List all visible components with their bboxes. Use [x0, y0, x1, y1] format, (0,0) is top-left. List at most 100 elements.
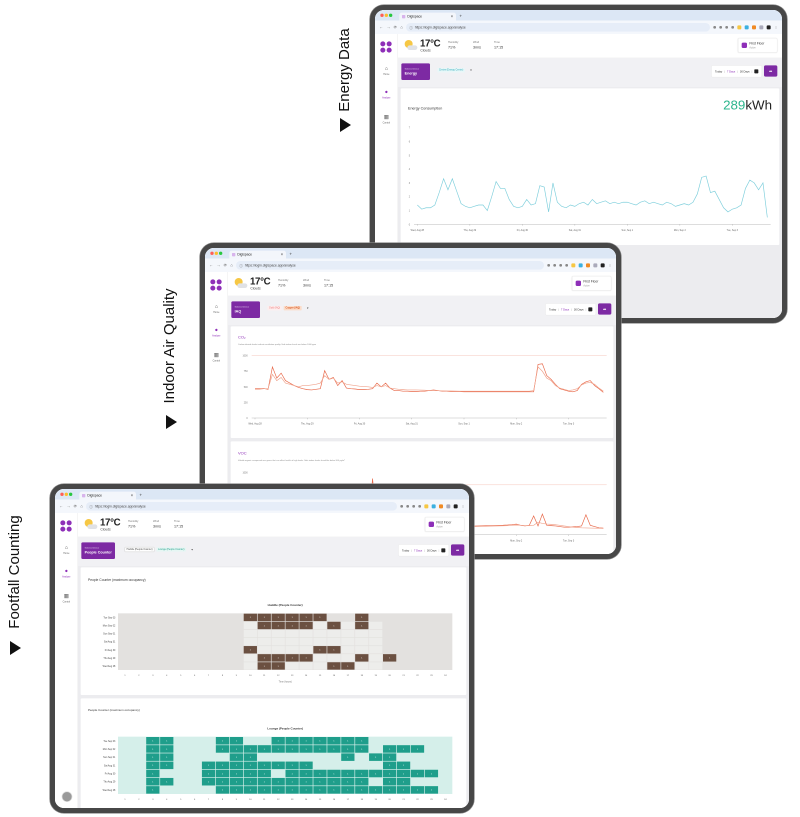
maximize-window-button[interactable] — [68, 492, 73, 496]
browser-tab[interactable]: Digispace ✕ — [399, 12, 456, 21]
floor-selector[interactable]: First Floor Active — [737, 37, 778, 53]
device-chip[interactable]: Lounge (People Counter) — [156, 547, 187, 552]
calendar-icon[interactable] — [588, 307, 593, 312]
extension-icon[interactable] — [431, 504, 436, 509]
site-info-icon[interactable]: ⓘ — [89, 505, 93, 509]
sidebar-item-home[interactable]: ⌂ Home — [55, 545, 78, 555]
back-icon[interactable]: ← — [378, 24, 383, 30]
extension-icon[interactable] — [737, 25, 742, 30]
home-icon[interactable]: ⌂ — [80, 503, 83, 509]
floor-selector[interactable]: First Floor Active — [571, 275, 612, 291]
reload-icon[interactable]: ⟳ — [73, 503, 78, 509]
floor-selector[interactable]: First Floor Active — [424, 516, 465, 532]
extension-icon[interactable] — [446, 504, 451, 509]
extension-icon[interactable] — [593, 263, 598, 268]
maximize-window-button[interactable] — [388, 13, 393, 17]
forward-icon[interactable]: → — [216, 262, 221, 268]
url-input[interactable]: ⓘ https://login.digispace.app/analyse — [86, 501, 397, 511]
translate-icon[interactable] — [713, 25, 716, 29]
device-chip[interactable]: Centre (Energy Centre) — [437, 67, 465, 73]
maximize-window-button[interactable] — [218, 251, 223, 255]
menu-icon[interactable]: ⋮ — [607, 262, 612, 268]
export-button[interactable]: ➦ — [450, 544, 465, 556]
sidebar-item-home[interactable]: ⌂ Home — [375, 66, 398, 76]
close-window-button[interactable] — [60, 492, 64, 496]
extension-icon[interactable] — [585, 263, 590, 268]
share-icon[interactable] — [553, 263, 556, 267]
range-7-days[interactable]: 7 Days — [560, 307, 570, 311]
sidebar-item-control[interactable]: ▦ Control — [375, 113, 398, 124]
translate-icon[interactable] — [400, 504, 403, 508]
device-chip[interactable]: Huddle (People Counter) — [124, 546, 155, 552]
back-icon[interactable]: ← — [58, 503, 63, 509]
minimize-window-button[interactable] — [214, 251, 218, 255]
calendar-icon[interactable] — [441, 548, 446, 553]
close-tab-icon[interactable]: ✕ — [130, 493, 134, 498]
range-7-days[interactable]: 7 Days — [726, 69, 736, 73]
profile-icon[interactable] — [600, 263, 605, 268]
sidebar-item-control[interactable]: ▦ Control — [205, 351, 228, 362]
range-30-days[interactable]: 30 Days — [573, 307, 584, 311]
share-icon[interactable] — [406, 504, 409, 508]
new-tab-icon[interactable]: + — [459, 13, 463, 19]
browser-tab[interactable]: Digispace ✕ — [229, 250, 286, 259]
reload-icon[interactable]: ⟳ — [393, 24, 398, 30]
new-tab-icon[interactable]: + — [289, 251, 293, 257]
sidebar-item-analyse[interactable]: ● Analyse — [375, 89, 398, 99]
range-7-days[interactable]: 7 Days — [413, 548, 423, 552]
chevron-down-icon[interactable]: ▾ — [191, 547, 193, 551]
export-button[interactable]: ➦ — [763, 65, 778, 77]
device-chip[interactable]: Copper (IAQ) — [283, 305, 302, 311]
menu-icon[interactable]: ⋮ — [460, 503, 465, 509]
profile-icon[interactable] — [453, 504, 458, 509]
minimize-window-button[interactable] — [64, 492, 68, 496]
share-icon[interactable] — [719, 25, 722, 29]
selected-device-card[interactable]: Selected Device Energy — [401, 63, 430, 80]
range-today[interactable]: Today — [402, 548, 410, 552]
sidebar-item-analyse[interactable]: ● Analyse — [205, 327, 228, 337]
extension-icon[interactable] — [744, 25, 749, 30]
user-avatar[interactable] — [61, 791, 73, 802]
url-input[interactable]: ⓘ https://login.digispace.app/analyse — [236, 260, 544, 270]
menu-icon[interactable]: ⋮ — [773, 24, 778, 30]
bookmark-icon[interactable] — [731, 25, 734, 29]
range-today[interactable]: Today — [715, 69, 723, 73]
range-30-days[interactable]: 30 Days — [739, 69, 750, 73]
sidebar-item-home[interactable]: ⌂ Home — [205, 304, 228, 314]
new-tab-icon[interactable]: + — [139, 492, 143, 498]
site-info-icon[interactable]: ⓘ — [409, 26, 413, 30]
back-icon[interactable]: ← — [208, 262, 213, 268]
bookmark-icon[interactable] — [418, 504, 421, 508]
profile-icon[interactable] — [766, 25, 771, 30]
translate-icon[interactable] — [547, 263, 550, 267]
minimize-window-button[interactable] — [384, 13, 388, 17]
chevron-down-icon[interactable]: ▾ — [307, 306, 309, 310]
close-tab-icon[interactable]: ✕ — [280, 252, 284, 257]
calendar-icon[interactable] — [754, 69, 759, 74]
chevron-down-icon[interactable]: ▾ — [470, 68, 472, 72]
close-window-button[interactable] — [210, 251, 214, 255]
close-window-button[interactable] — [380, 13, 384, 17]
tools-icon[interactable] — [559, 263, 562, 267]
home-icon[interactable]: ⌂ — [400, 24, 403, 30]
tools-icon[interactable] — [412, 504, 415, 508]
sidebar-item-analyse[interactable]: ● Analyse — [55, 568, 78, 578]
site-info-icon[interactable]: ⓘ — [239, 264, 243, 268]
export-button[interactable]: ➦ — [597, 303, 612, 315]
selected-device-card[interactable]: Selected Device IAQ — [231, 301, 260, 318]
device-chip[interactable]: Gold (IAQ) — [267, 305, 282, 311]
range-30-days[interactable]: 30 Days — [426, 548, 437, 552]
reload-icon[interactable]: ⟳ — [223, 262, 228, 268]
extension-icon[interactable] — [571, 263, 576, 268]
extension-icon[interactable] — [751, 25, 756, 30]
extension-icon[interactable] — [578, 263, 583, 268]
close-tab-icon[interactable]: ✕ — [450, 14, 454, 19]
range-today[interactable]: Today — [549, 307, 557, 311]
forward-icon[interactable]: → — [66, 503, 71, 509]
browser-tab[interactable]: Digispace ✕ — [79, 491, 136, 500]
home-icon[interactable]: ⌂ — [230, 262, 233, 268]
url-input[interactable]: ⓘ https://login.digispace.app/analyse — [406, 22, 710, 32]
sidebar-item-control[interactable]: ▦ Control — [55, 592, 78, 603]
selected-device-card[interactable]: Selected Device People Counter — [81, 542, 116, 559]
extension-icon[interactable] — [438, 504, 443, 509]
